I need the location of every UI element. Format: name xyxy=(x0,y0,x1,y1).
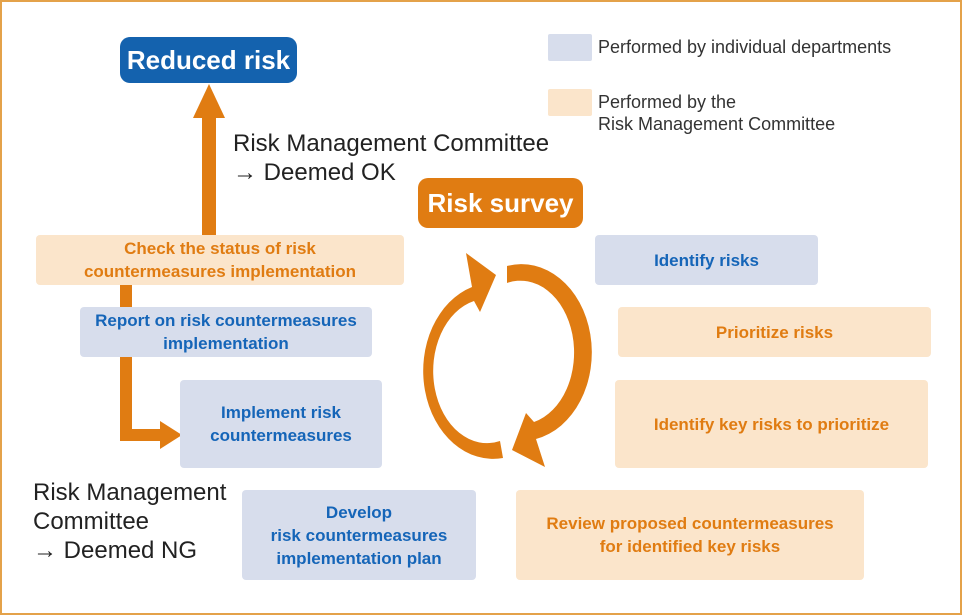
arrow-up-head xyxy=(193,84,225,118)
legend-swatch-committee xyxy=(548,89,592,116)
risk-survey-node: Risk survey xyxy=(418,178,583,228)
legend-label-committee: Performed by the Risk Management Committ… xyxy=(598,92,836,134)
feedback-line-horizontal xyxy=(120,429,164,441)
reduced-risk-node: Reduced risk xyxy=(120,37,297,83)
cycle-arrow-right xyxy=(507,264,592,467)
review-countermeasures-step: Review proposed countermeasures for iden… xyxy=(516,490,864,580)
report-step: Report on risk countermeasures implement… xyxy=(80,307,372,357)
committee-ng-note: Risk Management Committee → Deemed NG xyxy=(33,479,227,564)
feedback-arrow-head xyxy=(160,421,182,449)
check-status-step: Check the status of risk countermeasures… xyxy=(36,235,404,285)
identify-key-risks-step: Identify key risks to prioritize xyxy=(615,380,928,468)
implement-step: Implement risk countermeasures xyxy=(180,380,382,468)
develop-plan-step: Develop risk countermeasures implementat… xyxy=(242,490,476,580)
arrow-up-shaft xyxy=(202,110,216,238)
prioritize-risks-step: Prioritize risks xyxy=(618,307,931,357)
legend-label-departments: Performed by individual departments xyxy=(598,37,892,57)
cycle-arrow-left xyxy=(423,253,503,459)
legend-swatch-departments xyxy=(548,34,592,61)
committee-ok-note: Risk Management Committee → Deemed OK xyxy=(233,130,550,186)
identify-risks-step: Identify risks xyxy=(595,235,818,285)
